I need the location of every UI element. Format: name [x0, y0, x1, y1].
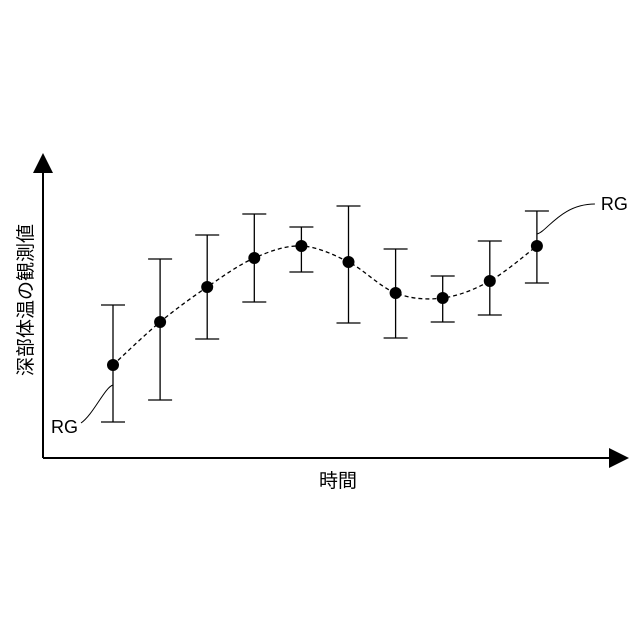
axes	[43, 155, 627, 458]
data-point	[343, 256, 355, 268]
data-point	[201, 281, 213, 293]
annotation-leader	[81, 385, 113, 423]
annotation-leader	[537, 204, 595, 234]
data-point	[531, 240, 543, 252]
data-point	[437, 292, 449, 304]
chart-marks	[101, 206, 549, 422]
x-axis-label: 時間	[319, 470, 357, 492]
annotation-label: RG	[51, 417, 78, 437]
y-axis-label: 深部体温の観測値	[15, 224, 37, 376]
annotation-label: RG	[601, 194, 628, 214]
data-point	[107, 359, 119, 371]
data-point	[295, 240, 307, 252]
data-point	[154, 316, 166, 328]
data-point	[390, 287, 402, 299]
data-point	[248, 252, 260, 264]
data-point	[484, 275, 496, 287]
annotations: RG RG	[51, 194, 628, 437]
trend-curve	[113, 246, 537, 365]
